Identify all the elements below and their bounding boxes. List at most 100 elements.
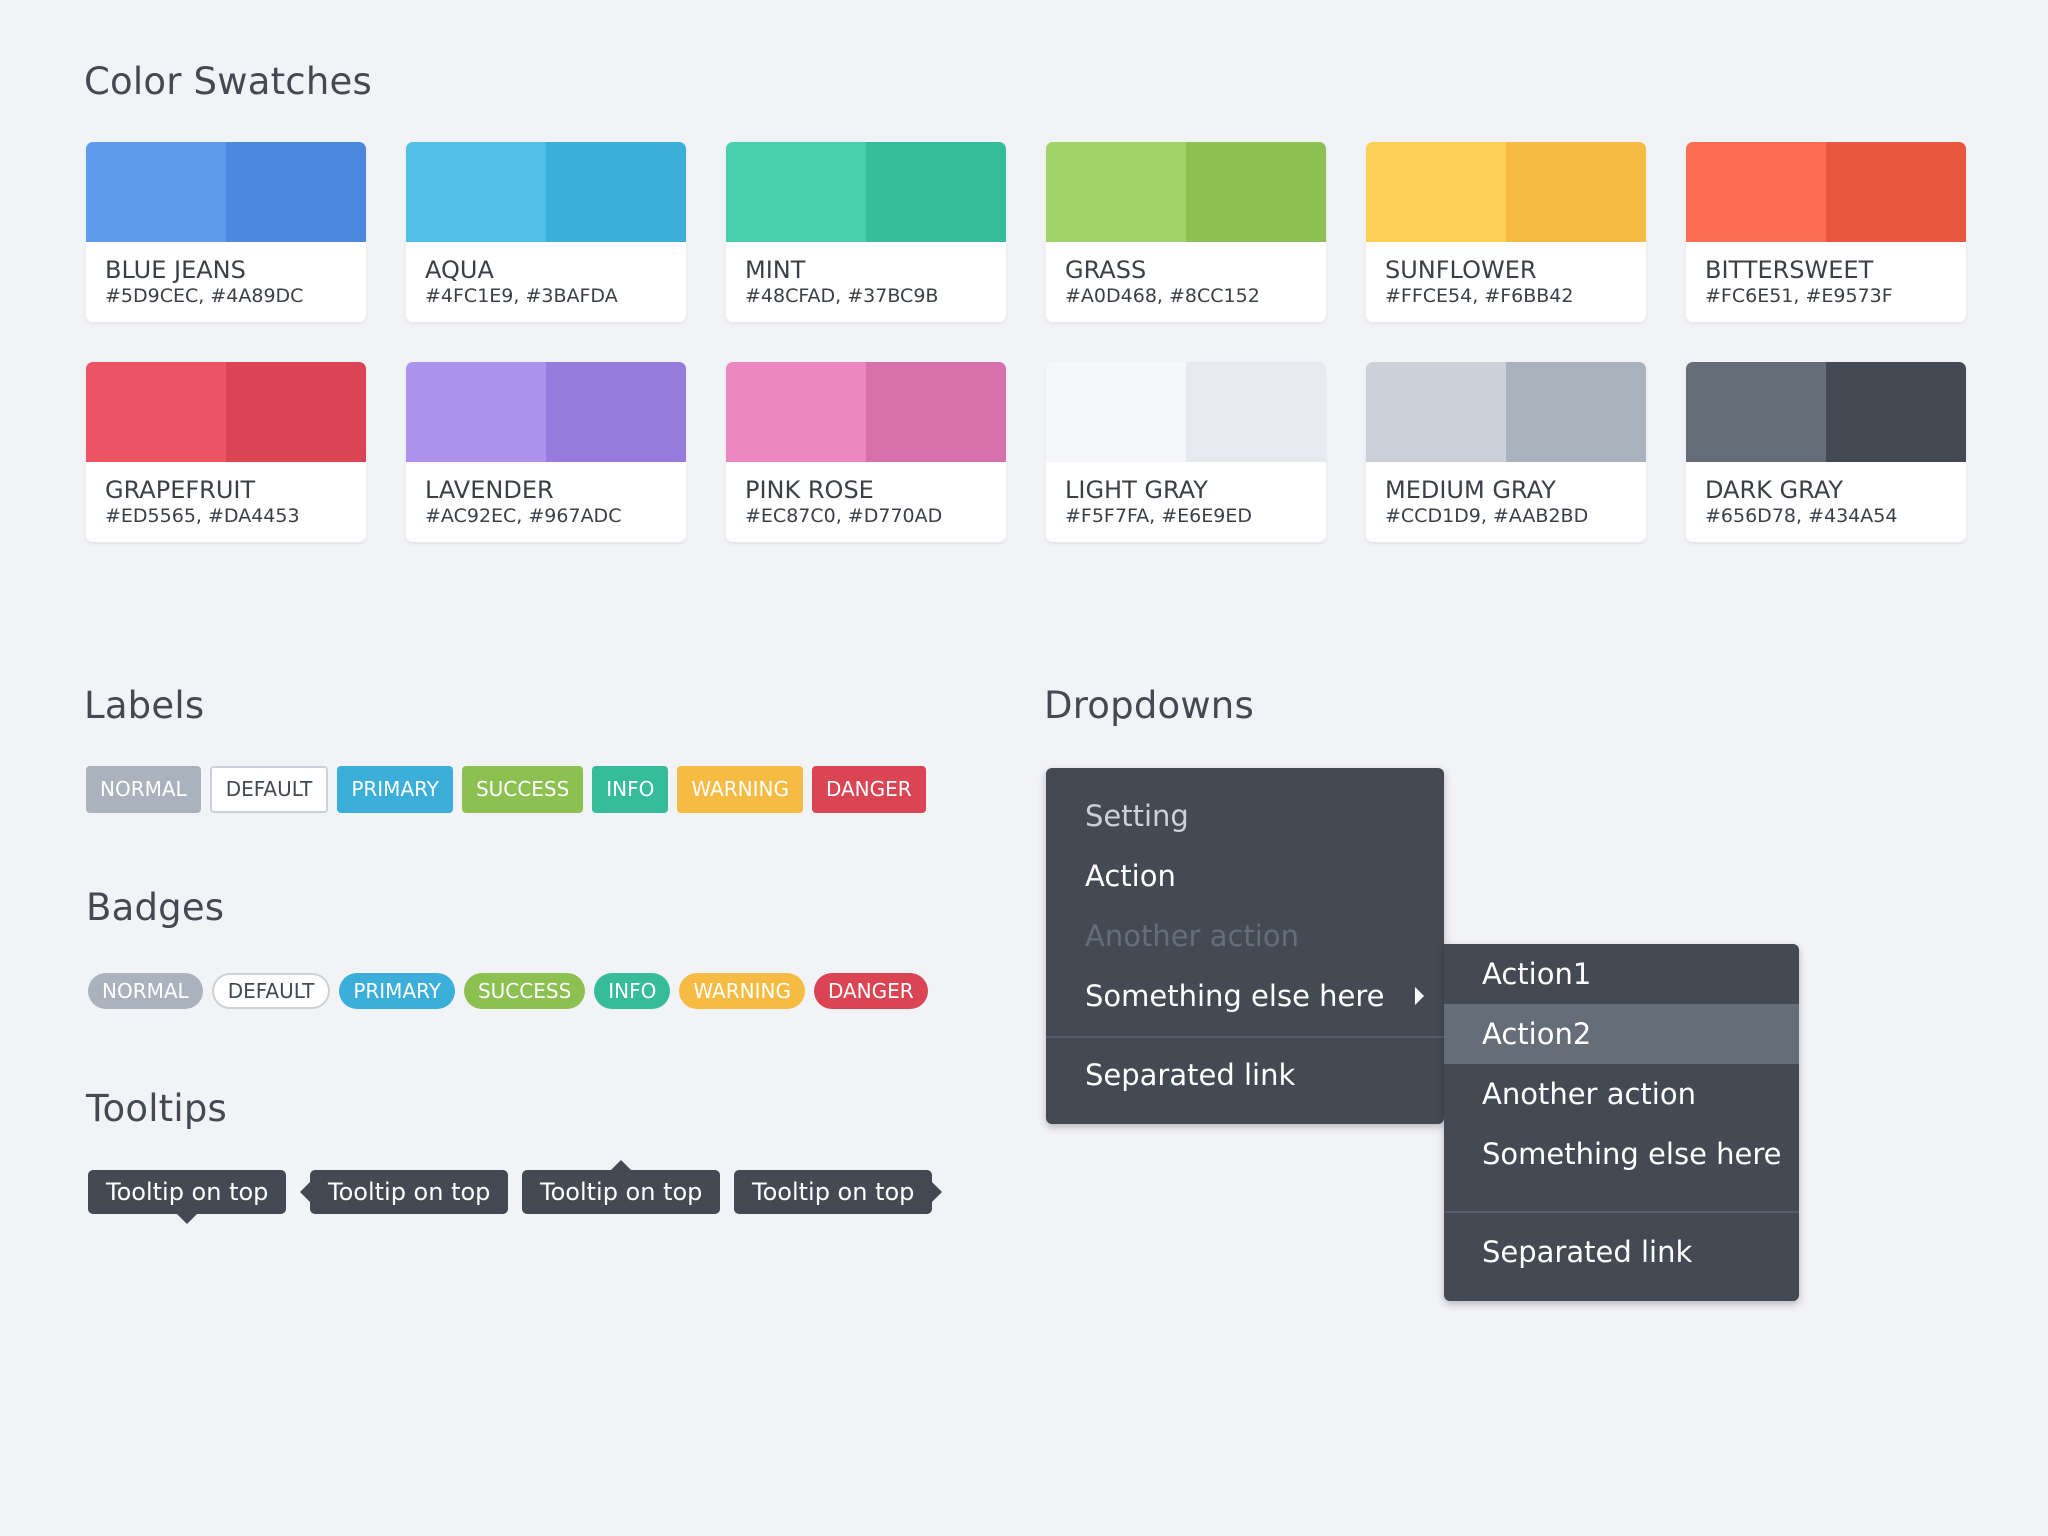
swatch-name: LAVENDER <box>425 476 554 504</box>
badge-success: SUCCESS <box>463 973 586 1009</box>
swatch-dark-color <box>1506 362 1646 462</box>
tooltip-arrow-left-icon <box>300 1182 310 1202</box>
tooltip-arrow-right: Tooltip on top <box>734 1170 943 1214</box>
swatch-name: AQUA <box>425 256 494 284</box>
swatch-colors <box>86 142 366 242</box>
badges-title: Badges <box>86 886 225 929</box>
swatch-card-aqua: AQUA #4FC1E9, #3BAFDA <box>406 142 686 322</box>
dropdown-divider <box>1046 1036 1444 1038</box>
swatch-light-color <box>726 362 866 462</box>
swatch-card-light-gray: LIGHT GRAY #F5F7FA, #E6E9ED <box>1046 362 1326 542</box>
dropdown-menu-main: Setting Action Another action Something … <box>1046 768 1444 1124</box>
swatch-dark-color <box>1826 362 1966 462</box>
dropdown-submenu: Action1 Action2 Another action Something… <box>1444 944 1799 1301</box>
swatch-colors <box>406 362 686 462</box>
submenu-item-separated-link[interactable]: Separated link <box>1482 1235 1693 1269</box>
swatch-card-grapefruit: GRAPEFRUIT #ED5565, #DA4453 <box>86 362 366 542</box>
swatch-hex-codes: #FC6E51, #E9573F <box>1705 285 1893 307</box>
swatch-dark-color <box>1186 362 1326 462</box>
swatch-hex-codes: #ED5565, #DA4453 <box>105 505 300 527</box>
submenu-divider <box>1444 1211 1799 1213</box>
swatch-light-color <box>726 142 866 242</box>
swatch-card-bittersweet: BITTERSWEET #FC6E51, #E9573F <box>1686 142 1966 322</box>
caret-right-icon <box>1415 987 1424 1005</box>
swatch-card-sunflower: SUNFLOWER #FFCE54, #F6BB42 <box>1366 142 1646 322</box>
badge-danger: DANGER <box>813 973 928 1009</box>
swatch-light-color <box>1366 362 1506 462</box>
swatch-name: LIGHT GRAY <box>1065 476 1208 504</box>
label-info: INFO <box>592 766 669 813</box>
swatch-hex-codes: #CCD1D9, #AAB2BD <box>1385 505 1589 527</box>
swatch-name: MINT <box>745 256 806 284</box>
submenu-item-action2-active[interactable]: Action2 <box>1444 1004 1799 1064</box>
swatch-card-mint: MINT #48CFAD, #37BC9B <box>726 142 1006 322</box>
swatch-hex-codes: #A0D468, #8CC152 <box>1065 285 1260 307</box>
swatch-hex-codes: #656D78, #434A54 <box>1705 505 1898 527</box>
swatch-light-color <box>1046 142 1186 242</box>
swatch-colors <box>1046 142 1326 242</box>
submenu-item-something-else[interactable]: Something else here <box>1482 1137 1782 1171</box>
swatch-light-color <box>1366 142 1506 242</box>
dropdown-item-label: Something else here <box>1085 979 1385 1013</box>
swatch-colors <box>1046 362 1326 462</box>
swatch-dark-color <box>866 142 1006 242</box>
swatch-dark-color <box>1186 142 1326 242</box>
swatch-card-lavender: LAVENDER #AC92EC, #967ADC <box>406 362 686 542</box>
swatch-colors <box>406 142 686 242</box>
swatch-dark-color <box>546 362 686 462</box>
tooltips-title: Tooltips <box>86 1087 228 1130</box>
swatch-light-color <box>86 142 226 242</box>
swatch-card-blue-jeans: BLUE JEANS #5D9CEC, #4A89DC <box>86 142 366 322</box>
swatch-dark-color <box>226 362 366 462</box>
swatch-name: DARK GRAY <box>1705 476 1844 504</box>
swatch-name: GRASS <box>1065 256 1147 284</box>
tooltip-arrow-up-icon <box>611 1160 632 1170</box>
swatch-hex-codes: #AC92EC, #967ADC <box>425 505 622 527</box>
swatch-name: BLUE JEANS <box>105 256 246 284</box>
swatch-dark-color <box>866 362 1006 462</box>
tooltip-text: Tooltip on top <box>752 1178 915 1206</box>
swatch-card-medium-gray: MEDIUM GRAY #CCD1D9, #AAB2BD <box>1366 362 1646 542</box>
swatch-card-dark-gray: DARK GRAY #656D78, #434A54 <box>1686 362 1966 542</box>
swatch-dark-color <box>546 142 686 242</box>
tooltip-arrow-left: Tooltip on top <box>300 1170 509 1214</box>
swatch-hex-codes: #F5F7FA, #E6E9ED <box>1065 505 1252 527</box>
submenu-item-action1[interactable]: Action1 <box>1482 957 1592 991</box>
swatch-hex-codes: #5D9CEC, #4A89DC <box>105 285 304 307</box>
label-warning: WARNING <box>677 766 803 813</box>
label-danger: DANGER <box>811 766 926 813</box>
badge-primary: PRIMARY <box>339 973 455 1009</box>
badge-warning: WARNING <box>679 973 805 1009</box>
tooltip-arrow-down-icon <box>177 1214 198 1224</box>
swatch-hex-codes: #48CFAD, #37BC9B <box>745 285 939 307</box>
dropdown-item-action[interactable]: Action <box>1085 859 1176 893</box>
swatch-card-pink-rose: PINK ROSE #EC87C0, #D770AD <box>726 362 1006 542</box>
swatch-colors <box>726 362 1006 462</box>
swatch-colors <box>1366 142 1646 242</box>
swatch-colors <box>1686 362 1966 462</box>
dropdown-item-something-else-submenu[interactable]: Something else here <box>1046 966 1444 1026</box>
swatch-light-color <box>1046 362 1186 462</box>
dropdown-item-another-action-disabled: Another action <box>1085 919 1299 953</box>
tooltip-text: Tooltip on top <box>106 1178 269 1206</box>
swatch-light-color <box>406 142 546 242</box>
swatch-dark-color <box>226 142 366 242</box>
swatch-grid: BLUE JEANS #5D9CEC, #4A89DC AQUA #4FC1E9, #… <box>86 142 1966 542</box>
swatch-name: SUNFLOWER <box>1385 256 1537 284</box>
swatch-dark-color <box>1826 142 1966 242</box>
swatch-name: GRAPEFRUIT <box>105 476 256 504</box>
swatch-hex-codes: #4FC1E9, #3BAFDA <box>425 285 618 307</box>
tooltip-arrow-top: Tooltip on top <box>522 1160 721 1214</box>
dropdown-item-separated-link[interactable]: Separated link <box>1085 1058 1296 1092</box>
submenu-item-another-action[interactable]: Another action <box>1482 1077 1696 1111</box>
badges-row: NORMAL DEFAULT PRIMARY SUCCESS INFO WARNING DA… <box>88 973 928 1009</box>
tooltip-text: Tooltip on top <box>540 1178 703 1206</box>
swatch-colors <box>1366 362 1646 462</box>
swatch-dark-color <box>1506 142 1646 242</box>
swatch-light-color <box>1686 142 1826 242</box>
swatch-name: MEDIUM GRAY <box>1385 476 1556 504</box>
label-primary: PRIMARY <box>337 766 453 813</box>
dropdown-header-setting: Setting <box>1085 799 1189 833</box>
swatch-light-color <box>1686 362 1826 462</box>
